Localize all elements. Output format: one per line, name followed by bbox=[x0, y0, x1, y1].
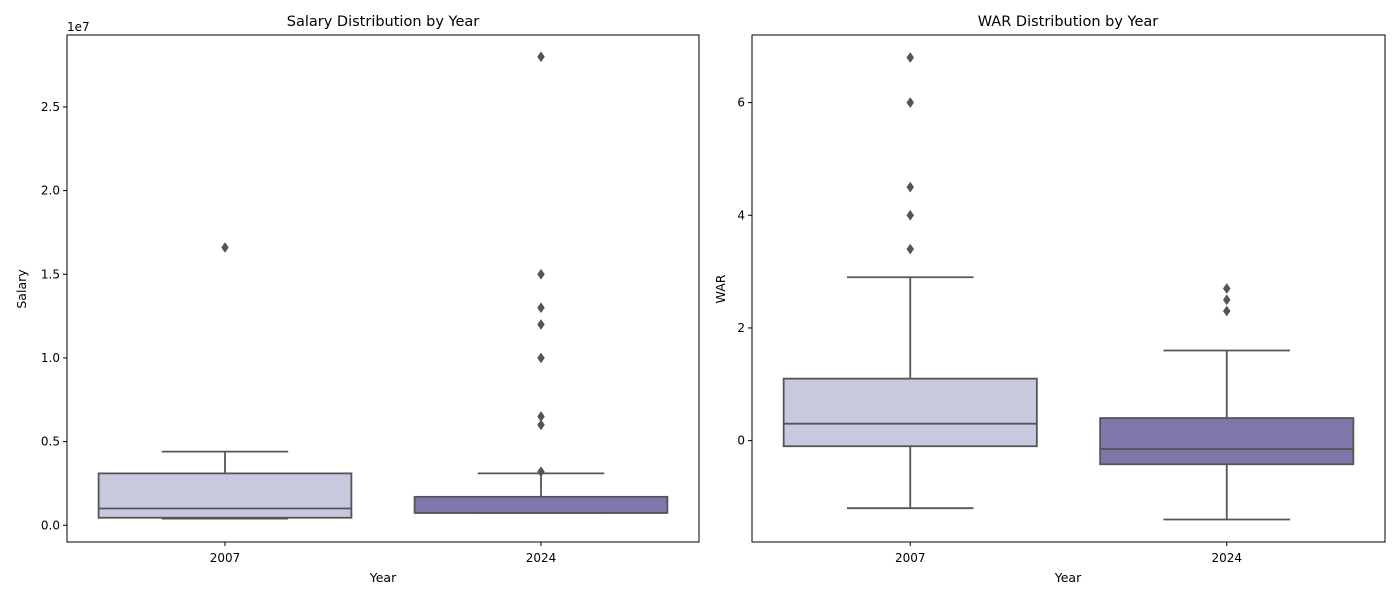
salary-y-tick-label: 2.5 bbox=[41, 100, 60, 114]
war-outlier bbox=[1222, 305, 1231, 317]
salary-y-axis-label: Salary bbox=[14, 269, 29, 309]
war-y-axis-label: WAR bbox=[713, 274, 728, 303]
salary-y-tick-label: 2.0 bbox=[41, 184, 60, 198]
salary-x-tick-label: 2007 bbox=[210, 551, 241, 565]
salary-outlier bbox=[537, 302, 545, 314]
salary-x-axis-label: Year bbox=[369, 570, 397, 585]
salary-offset-text: 1e7 bbox=[67, 20, 90, 34]
war-chart-title: WAR Distribution by Year bbox=[978, 14, 1158, 30]
salary-chart: Salary Distribution by Year 1e7 Year Sal… bbox=[14, 14, 700, 585]
war-chart: WAR Distribution by Year Year WAR 0 2 4 6 20… bbox=[713, 14, 1386, 585]
salary-y-tick-label: 1.0 bbox=[41, 351, 60, 365]
war-outlier bbox=[906, 97, 915, 109]
salary-outlier bbox=[537, 319, 545, 330]
salary-box-2024 bbox=[413, 495, 669, 514]
war-box-2007 bbox=[782, 377, 1038, 448]
war-outlier bbox=[1222, 294, 1231, 306]
salary-axes-frame bbox=[66, 34, 700, 543]
war-y-tick-label: 6 bbox=[737, 96, 745, 110]
war-outlier bbox=[906, 52, 915, 63]
war-y-tick-label: 0 bbox=[737, 434, 745, 448]
war-x-tick-label: 2024 bbox=[1211, 551, 1242, 565]
war-y-tick-label: 2 bbox=[737, 321, 745, 335]
salary-plot-area: 0.0 0.5 1.0 1.5 2.0 2.5 2007 2024 bbox=[41, 34, 700, 565]
war-outlier bbox=[906, 209, 915, 221]
salary-outlier bbox=[537, 51, 545, 63]
war-plot-area: 0 2 4 6 2007 2024 bbox=[737, 34, 1386, 565]
war-outlier bbox=[906, 243, 915, 255]
war-axes-frame bbox=[751, 34, 1386, 543]
salary-chart-title: Salary Distribution by Year bbox=[287, 14, 479, 30]
war-y-tick-label: 4 bbox=[737, 208, 745, 222]
war-x-axis-label: Year bbox=[1054, 570, 1082, 585]
salary-outlier bbox=[537, 268, 545, 280]
salary-outlier bbox=[537, 419, 545, 431]
war-outlier bbox=[1222, 283, 1231, 294]
salary-box-2007 bbox=[97, 472, 353, 519]
war-outlier bbox=[906, 181, 915, 193]
salary-y-tick-label: 0.0 bbox=[41, 518, 60, 532]
salary-x-tick-label: 2024 bbox=[526, 551, 557, 565]
war-box-2024 bbox=[1099, 417, 1355, 466]
salary-outlier bbox=[537, 466, 545, 478]
salary-outlier bbox=[537, 411, 545, 422]
salary-y-tick-label: 1.5 bbox=[41, 267, 60, 281]
salary-y-tick-label: 0.5 bbox=[41, 435, 60, 449]
salary-outlier bbox=[221, 242, 229, 253]
salary-outlier bbox=[537, 352, 545, 364]
war-x-tick-label: 2007 bbox=[895, 551, 926, 565]
